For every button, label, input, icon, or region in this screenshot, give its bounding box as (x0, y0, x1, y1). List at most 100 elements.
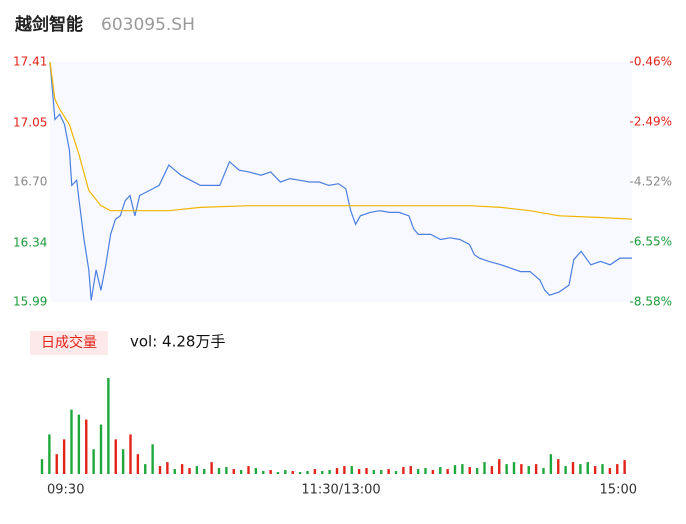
volume-bar (239, 470, 243, 474)
volume-bar (372, 470, 376, 474)
volume-bar (564, 466, 567, 474)
volume-bar (527, 466, 530, 474)
volume-bar (129, 434, 132, 474)
volume-bar (616, 464, 619, 474)
y-tick-label: 16.34 (13, 235, 47, 249)
x-tick-label: 11:30/13:00 (301, 483, 380, 498)
price-line (49, 61, 632, 301)
volume-bar (151, 444, 154, 474)
plot-background (50, 62, 632, 302)
volume-bar (70, 409, 73, 474)
stock-code: 603095.SH (101, 15, 195, 35)
volume-bar (136, 454, 140, 474)
volume-bar (85, 419, 88, 474)
volume-bar (512, 462, 516, 474)
volume-bar (586, 462, 589, 474)
volume-bar (446, 469, 449, 474)
volume-bar (424, 468, 427, 474)
volume-bar (321, 471, 324, 474)
x-tick-label: 09:30 (47, 483, 84, 498)
volume-bar (144, 464, 147, 474)
volume-bar (188, 468, 191, 474)
volume-bar (468, 467, 471, 474)
volume-bar (534, 464, 538, 474)
volume-bar (107, 377, 110, 474)
volume-bar (269, 470, 272, 474)
volume-bar (203, 469, 206, 474)
volume-bar (387, 469, 390, 474)
volume-bar (350, 466, 353, 474)
volume-bar (195, 466, 199, 474)
volume-bar (439, 467, 442, 474)
volume-bar (262, 471, 265, 474)
volume-bar (48, 434, 51, 474)
volume-bar (483, 462, 486, 474)
volume-bar (475, 468, 479, 474)
volume-bar (431, 470, 435, 474)
y2-tick-label: -6.55% (630, 235, 672, 249)
volume-bar (490, 466, 494, 474)
legend-box (30, 331, 108, 355)
volume-bar (461, 464, 464, 474)
volume-bar (291, 471, 294, 474)
volume-bar (210, 462, 213, 474)
volume-bar (306, 471, 309, 474)
volume-bar (557, 459, 560, 474)
volume-bar (217, 468, 221, 474)
stock-name: 越剑智能 (14, 14, 83, 35)
x-tick-label: 15:00 (600, 483, 637, 498)
volume-bar (416, 469, 420, 474)
y2-tick-label: -8.58% (630, 295, 672, 309)
volume-bar (380, 470, 383, 474)
volume-summary: vol: 4.28万手 (130, 333, 225, 351)
volume-bar (394, 471, 398, 474)
volume-bar (498, 459, 501, 474)
y-tick-label: 17.05 (13, 115, 47, 129)
volume-bar (328, 470, 331, 474)
volume-bar (77, 414, 81, 474)
volume-bar (276, 472, 280, 474)
y2-tick-label: -2.49% (630, 115, 672, 129)
volume-bar (571, 462, 575, 474)
volume-bar (335, 468, 339, 474)
volume-bar (542, 468, 545, 474)
volume-bar (114, 439, 117, 474)
y-tick-label: 17.41 (13, 55, 47, 69)
volume-bar (409, 466, 412, 474)
volume-bar (608, 468, 612, 474)
volume-bar (173, 469, 176, 474)
volume-bar (62, 439, 66, 474)
volume-bar (55, 454, 58, 474)
volume-bar (99, 424, 103, 474)
y-tick-label: 16.70 (13, 175, 47, 189)
volume-bar (313, 469, 317, 474)
volume-bar (402, 467, 405, 474)
volume-bar (166, 462, 169, 474)
price-line (49, 61, 633, 220)
volume-bar (357, 469, 361, 474)
y-tick-label: 15.99 (13, 295, 47, 309)
legend-label: 日成交量 (41, 334, 97, 351)
volume-bar (247, 466, 250, 474)
volume-bar (180, 464, 184, 474)
volume-bar (232, 469, 235, 474)
volume-bar (549, 454, 553, 474)
volume-bar (623, 460, 626, 474)
volume-bar (225, 467, 228, 474)
volume-bar (343, 466, 346, 474)
y2-tick-label: -0.46% (630, 55, 672, 69)
volume-bar (601, 464, 604, 474)
volume-bar (579, 464, 582, 474)
volume-bar (284, 470, 287, 474)
volume-bar (365, 468, 368, 474)
volume-bar (40, 459, 44, 474)
volume-bar (158, 466, 162, 474)
y2-tick-label: -4.52% (630, 175, 672, 189)
volume-bar (505, 464, 508, 474)
volume-bar (121, 449, 125, 474)
volume-bar (520, 464, 523, 474)
volume-bar (254, 468, 258, 474)
volume-bar (298, 472, 302, 474)
volume-bar (92, 449, 95, 474)
